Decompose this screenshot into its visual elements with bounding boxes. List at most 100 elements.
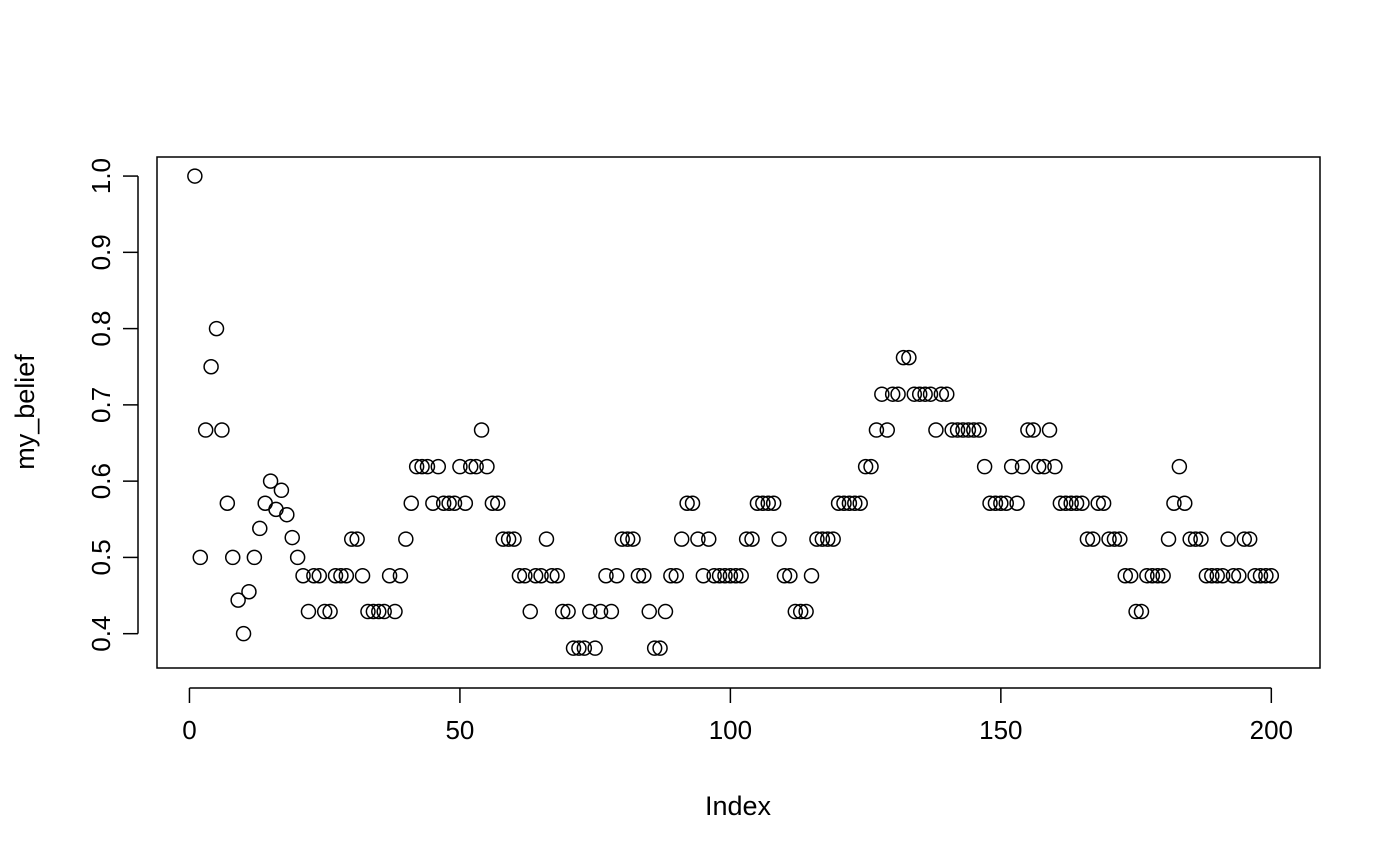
data-point [381, 567, 398, 584]
data-point [1187, 531, 1204, 547]
data-point [1074, 495, 1090, 512]
data-point [1106, 531, 1123, 547]
data-point [279, 506, 295, 523]
data-point [755, 495, 771, 512]
data-point [549, 567, 566, 584]
data-point [657, 603, 674, 620]
data-point [1160, 531, 1177, 547]
data-point [1122, 567, 1139, 584]
data-point [1209, 567, 1225, 584]
data-point [495, 531, 511, 547]
data-point [841, 495, 858, 512]
data-point [533, 567, 549, 584]
data-point [695, 567, 712, 584]
data-point [371, 603, 387, 620]
data-point [782, 567, 798, 584]
data-point [192, 549, 209, 566]
data-point [825, 531, 841, 547]
data-point [576, 640, 593, 656]
data-point [327, 567, 344, 584]
data-point [414, 458, 430, 475]
data-point [462, 458, 479, 475]
data-point [592, 603, 609, 620]
data-point [982, 495, 998, 512]
data-point [376, 603, 392, 620]
data-point [235, 625, 252, 642]
data-point [998, 495, 1015, 512]
data-point [679, 495, 695, 512]
data-point [614, 531, 630, 547]
data-point [944, 422, 960, 438]
data-point [241, 583, 257, 600]
data-point [863, 458, 879, 475]
data-point [901, 349, 917, 366]
data-point [1171, 458, 1188, 475]
data-point [636, 567, 652, 584]
data-point [787, 603, 804, 620]
data-point [1214, 567, 1231, 584]
data-point [214, 422, 230, 438]
data-point [1236, 531, 1253, 547]
data-point [603, 603, 620, 620]
data-point [468, 458, 484, 475]
data-point [1020, 422, 1036, 438]
x-axis-label: Index [705, 791, 772, 821]
data-point [814, 531, 831, 547]
y-tick-label: 0.8 [86, 311, 116, 347]
data-point [554, 603, 571, 620]
data-point [360, 603, 376, 620]
data-point [1112, 531, 1128, 547]
data-point [349, 531, 365, 547]
data-point [333, 567, 349, 584]
data-point [1166, 495, 1182, 512]
data-point [230, 592, 246, 608]
data-point [257, 495, 273, 512]
data-point [1177, 495, 1193, 512]
data-point [874, 386, 890, 402]
data-point [197, 422, 214, 438]
data-point [343, 531, 360, 547]
data-point [776, 567, 793, 584]
data-point [522, 603, 538, 620]
data-point [1117, 567, 1134, 584]
data-point [1231, 567, 1247, 584]
data-point [517, 567, 533, 584]
data-point [630, 567, 647, 584]
data-point [398, 531, 414, 547]
data-point [479, 458, 495, 475]
data-point [560, 603, 576, 620]
data-point [706, 567, 722, 584]
data-point [365, 603, 382, 620]
data-point [1009, 495, 1025, 512]
data-points [187, 168, 1280, 656]
data-point [598, 567, 614, 584]
data-point [668, 567, 685, 584]
data-point [738, 531, 755, 547]
data-point [955, 422, 971, 438]
data-point [544, 567, 560, 584]
data-point [1252, 567, 1269, 584]
data-point [1182, 531, 1198, 547]
data-point [765, 495, 782, 512]
data-point [1139, 567, 1155, 584]
data-point [1204, 567, 1220, 584]
y-tick-label: 0.7 [86, 387, 116, 423]
data-point [268, 501, 284, 518]
data-point [273, 482, 290, 499]
data-point [208, 320, 225, 337]
data-point [1079, 531, 1096, 547]
data-point [1003, 458, 1020, 475]
data-point [1144, 567, 1161, 584]
data-point [246, 549, 263, 566]
data-point [419, 458, 436, 475]
data-point [895, 349, 912, 366]
data-point [922, 386, 939, 402]
data-point [641, 603, 657, 620]
data-point [452, 458, 468, 475]
data-point [587, 640, 603, 656]
data-point [966, 422, 982, 438]
data-point [711, 567, 728, 584]
y-tick-label: 0.6 [86, 463, 116, 499]
data-point [1058, 495, 1074, 512]
x-axis: 0 50 100 150 200 [182, 687, 1293, 745]
